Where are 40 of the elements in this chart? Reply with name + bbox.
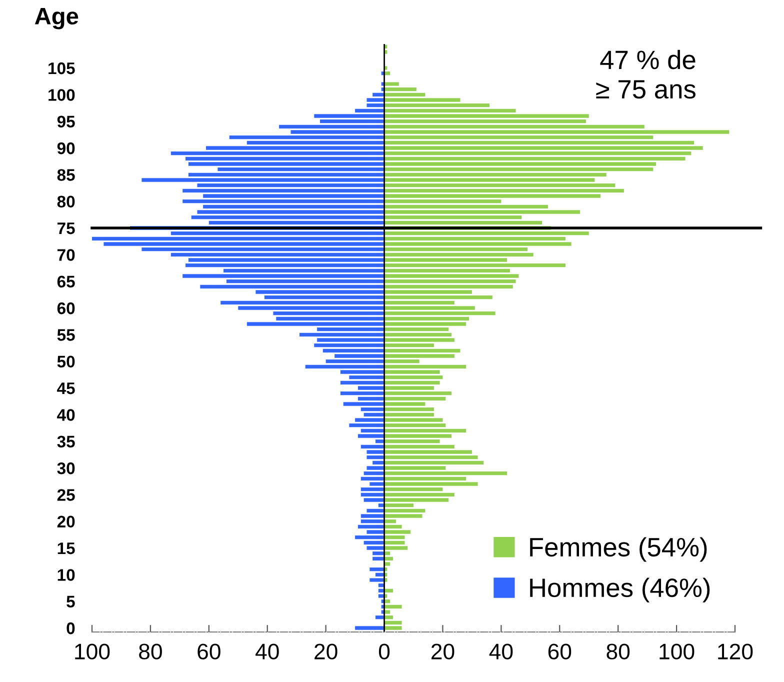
y-tick-label: 40 [57, 409, 75, 421]
x-tick-label: 120 [718, 644, 753, 660]
x-tick-label: 100 [660, 644, 694, 660]
y-tick-label: 55 [57, 329, 75, 341]
y-tick-label: 80 [57, 196, 75, 208]
y-tick-label: 45 [57, 382, 75, 394]
annotation: 47 % de ≥ 75 ans [596, 50, 696, 99]
y-axis-title: Age [34, 8, 78, 30]
bar [355, 626, 384, 630]
x-tick-label: 0 [378, 644, 390, 660]
x-tick-label: 80 [139, 644, 162, 660]
y-tick-label: 60 [57, 302, 75, 314]
x-tick-label: 40 [489, 644, 513, 660]
y-tick-label: 5 [66, 596, 75, 608]
y-tick-label: 100 [48, 89, 75, 101]
legend-label: Hommes (46%) [530, 578, 710, 602]
x-tick-label: 60 [198, 644, 220, 660]
bar [370, 568, 384, 572]
y-tick-label: 95 [57, 116, 75, 128]
x-tick-label: 60 [548, 644, 572, 660]
y-tick-label: 85 [57, 169, 75, 181]
x-tick-label: 20 [314, 644, 338, 660]
y-tick-label: 35 [57, 436, 75, 448]
y-tick-label: 0 [66, 622, 75, 634]
y-tick-label: 30 [57, 462, 75, 474]
y-tick-label: 10 [58, 569, 75, 581]
x-tick-label: 40 [256, 644, 279, 660]
y-tick-label: 15 [58, 542, 75, 554]
bar [372, 556, 384, 560]
y-tick-label: 65 [57, 276, 75, 288]
legend-label: Femmes (54%) [530, 537, 707, 562]
x-tick-label: 20 [431, 644, 454, 660]
y-tick-label: 70 [58, 249, 75, 261]
y-tick-label: 75 [58, 222, 75, 234]
y-tick-label: 105 [48, 62, 75, 74]
y-tick-label: 25 [57, 489, 75, 501]
y-tick-label: 50 [57, 356, 75, 368]
y-tick-label: 20 [57, 516, 75, 528]
y-tick-label: 90 [57, 142, 75, 154]
x-tick-label: 80 [606, 644, 630, 660]
